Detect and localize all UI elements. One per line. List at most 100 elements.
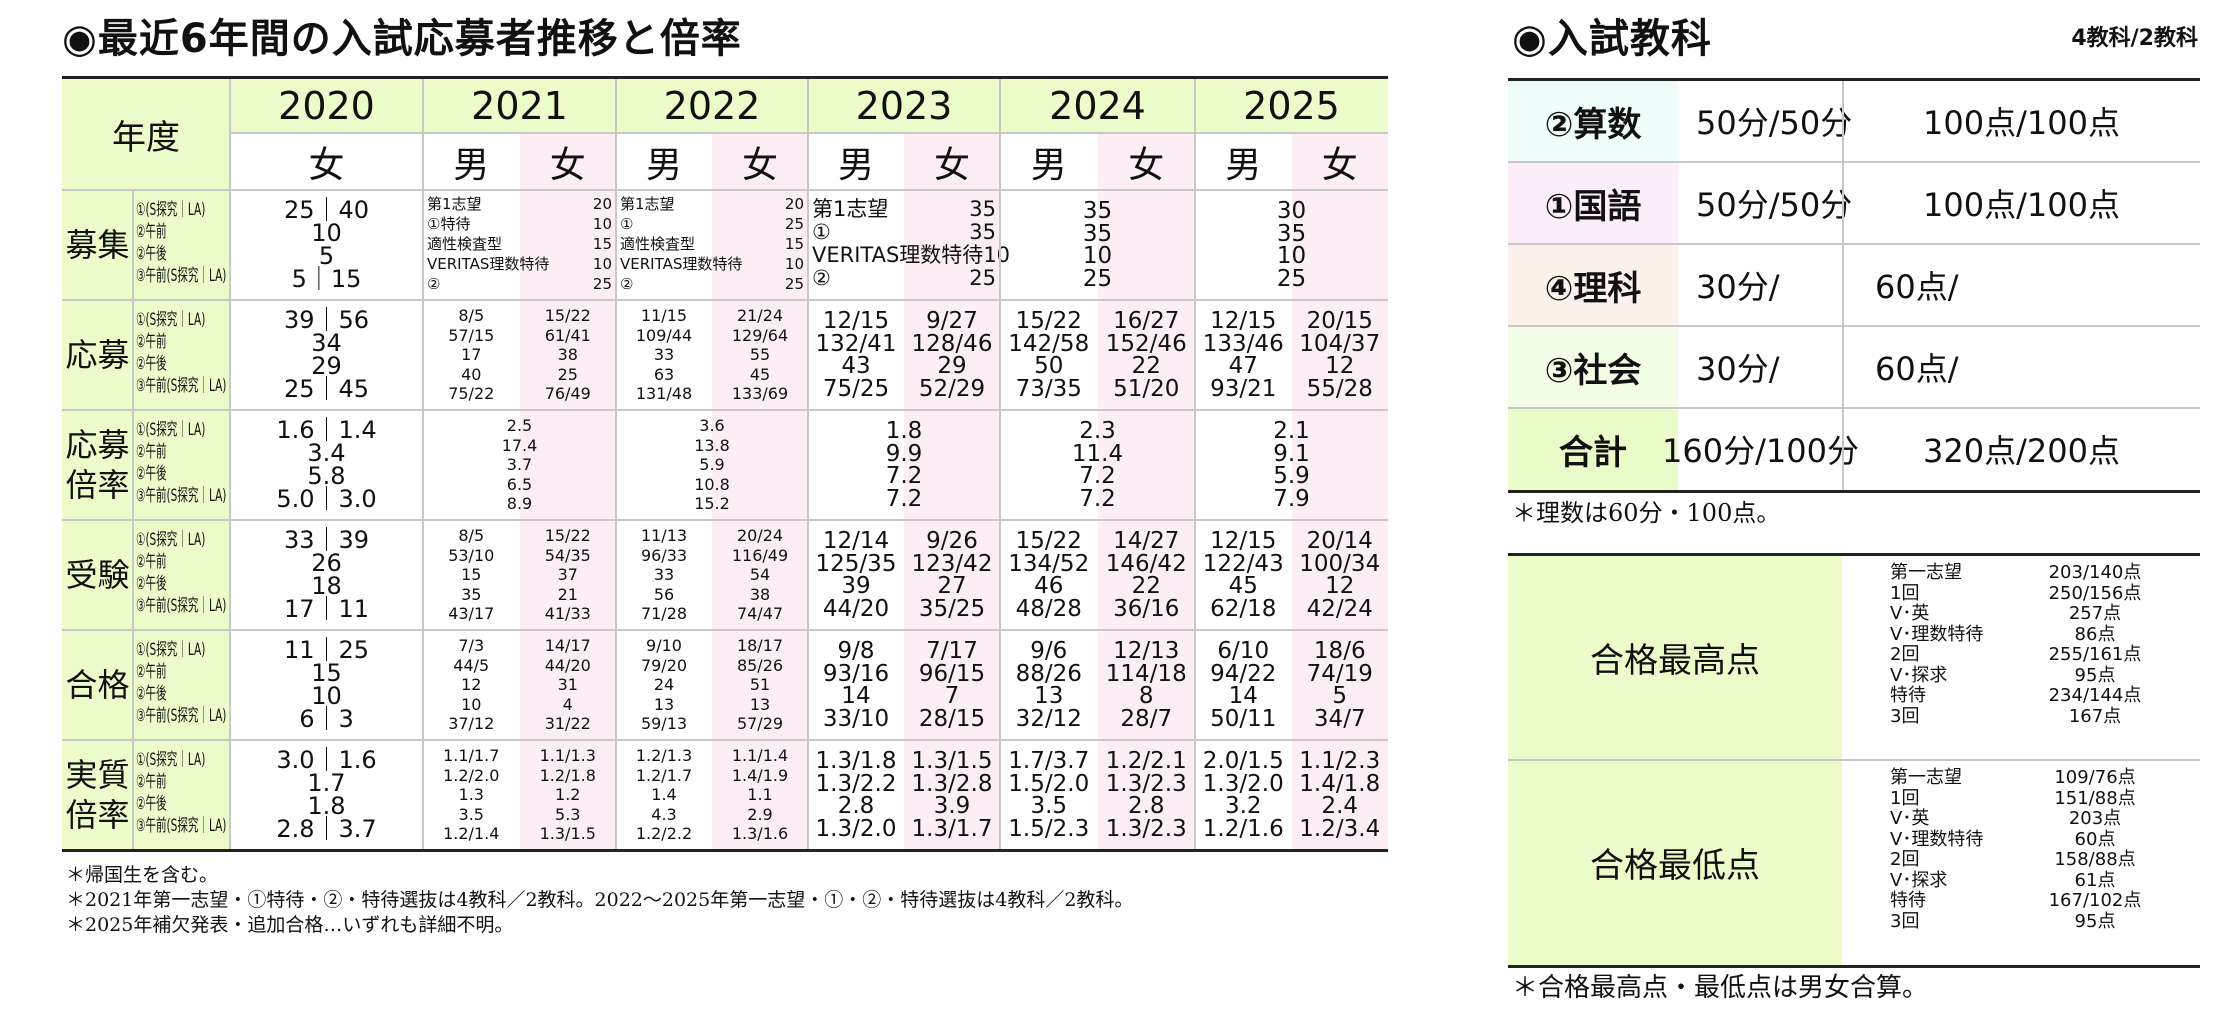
recruit-count: 25 — [969, 266, 996, 290]
female-column-bg — [904, 133, 1000, 850]
cell-value: 10 — [461, 694, 482, 714]
cell-value: 43 — [841, 353, 871, 379]
data-cell-male: 7/3 44/5 12 10 37/12 — [423, 630, 520, 740]
cell-value: 5.0｜3.0 — [276, 485, 377, 513]
data-cell-male: 8/5 53/10 15 35 43/17 — [423, 520, 520, 630]
cell-value: 13.8 — [694, 435, 730, 455]
data-cell-female: 1.1/1.3 1.2/1.8 1.2 5.3 1.3/1.5 — [520, 740, 617, 850]
sublabel-list: ①(S探究｜LA) ②午前 ②午後 ③午前(S探究｜LA) — [136, 419, 230, 507]
cell-value: 1.3/2.8 — [911, 770, 993, 797]
sublabel: ②午後 — [136, 354, 167, 374]
cell-value: 15.2 — [694, 494, 730, 514]
sublabel: ②午前 — [136, 222, 167, 242]
cell-value: 18 — [311, 572, 342, 600]
cell-value: 55 — [749, 345, 771, 365]
subject-row-divider — [1508, 325, 2200, 327]
score-course: V･理数特待 — [1890, 828, 1984, 850]
section-label-text: 倍率 — [65, 796, 130, 834]
cell-value: 1.2 — [555, 785, 581, 805]
recruit-count: 20 — [592, 195, 612, 213]
subject-points: 100点/100点 — [1923, 104, 2120, 142]
cell-value: 57/29 — [736, 714, 784, 734]
score-row: 3回 95点 — [1890, 911, 2190, 933]
cell-value: 14/17 — [544, 636, 591, 656]
cell-value: 129/64 — [731, 325, 789, 345]
recruit-course: VERITAS理数特待 — [620, 255, 743, 273]
recruit-row: ② 25 — [620, 274, 804, 294]
cell-value: 11.4 — [1071, 440, 1124, 467]
cell-value: 1.1/1.7 — [443, 746, 500, 766]
subject-name: ②算数 — [1508, 80, 1678, 162]
cell-value: 36/16 — [1113, 595, 1180, 622]
cell-value: 5.8 — [307, 462, 346, 490]
cell-value: 7 — [944, 683, 960, 709]
sublabel: ②午後 — [136, 464, 167, 484]
recruit-row: 第1志望 35 — [812, 198, 996, 221]
cell-value: 12/15 — [1210, 308, 1277, 334]
cell-value: 13 — [749, 694, 771, 714]
cell-value: 28/7 — [1120, 705, 1173, 732]
section-label: 応募 倍率 — [62, 410, 133, 520]
cell-value: 128/46 — [911, 330, 993, 357]
cell-value: 15 — [311, 659, 342, 687]
row-divider — [230, 132, 1388, 134]
data-cell-male: 8/5 57/15 17 40 75/22 — [423, 300, 520, 410]
column-divider — [229, 78, 231, 850]
cell-value: 2.0/1.5 — [1202, 748, 1284, 774]
sex-label: 男 — [453, 144, 490, 186]
cell-value: 11/13 — [640, 526, 688, 546]
score-value: 95点 — [2074, 664, 2116, 686]
row-divider — [62, 409, 1388, 411]
data-cell-recruit: 第1志望 35 ① 35 VERITAS理数特待 10 ② 25 — [812, 198, 1010, 290]
cell-value: 93/21 — [1210, 375, 1277, 402]
cell-value: 1.5/2.3 — [1008, 815, 1090, 842]
score-value: 257点 — [2068, 603, 2122, 624]
cell-value: 48/28 — [1015, 595, 1082, 622]
cell-value: 21/24 — [736, 306, 784, 326]
sublabel: ②午前 — [136, 662, 167, 682]
cell-value: 45 — [1228, 573, 1258, 599]
recruit-count: 15 — [592, 235, 612, 253]
recruit-count: 10 — [592, 255, 612, 273]
column-divider — [999, 78, 1001, 850]
data-cell: 35 35 10 25 — [1000, 190, 1195, 300]
score-value: 250/156点 — [2048, 582, 2142, 604]
data-cell-male: 1.1/1.7 1.2/2.0 1.3 3.5 1.2/1.4 — [423, 740, 520, 850]
cell-value: 9.9 — [885, 440, 923, 467]
cell-value: 62/18 — [1210, 595, 1277, 622]
cell-value: 123/42 — [911, 550, 993, 577]
cell-value: 50 — [1034, 353, 1064, 379]
score-label: 合格最高点 — [1508, 555, 1842, 760]
cell-value: 38 — [557, 345, 578, 365]
subject-footnote: ＊理数は60分・100点。 — [1512, 499, 1781, 527]
year-label: 2021 — [471, 83, 568, 128]
cell-value: 2.9 — [747, 804, 773, 824]
cell-value: 29 — [937, 353, 967, 379]
recruit-course: VERITAS理数特待 — [427, 255, 550, 273]
year-label: 2024 — [1049, 83, 1146, 128]
sublabel-list: ①(S探究｜LA) ②午前 ②午後 ③午前(S探究｜LA) — [136, 199, 230, 287]
recruit-row: 適性検査型 15 — [427, 234, 612, 254]
sublabel: ①(S探究｜LA) — [136, 420, 206, 440]
data-cell-male: 12/15 132/41 43 75/25 — [808, 300, 904, 410]
score-course: V･探求 — [1890, 664, 1948, 686]
cell-value: 1.2/1.4 — [443, 824, 500, 844]
cell-value: 132/41 — [815, 330, 897, 357]
data-cell-male: 15/22 134/52 46 48/28 — [1000, 520, 1098, 630]
cell-value: 8/5 — [458, 526, 485, 546]
cell-value: 35 — [1082, 220, 1113, 247]
recruit-course: ② — [427, 275, 441, 293]
recruit-course: ② — [812, 266, 831, 290]
cell-value: 134/52 — [1008, 550, 1090, 577]
recruit-count: 25 — [784, 275, 804, 293]
data-cell-male: 2.0/1.5 1.3/2.0 3.2 1.2/1.6 — [1195, 740, 1292, 850]
cell-value: 10 — [1276, 243, 1307, 269]
data-cell-female: 15/22 54/35 37 21 41/33 — [520, 520, 617, 630]
cell-value: 8.9 — [506, 494, 533, 514]
sublabel: ②午前 — [136, 552, 167, 572]
sublabel-list: ①(S探究｜LA) ②午前 ②午後 ③午前(S探究｜LA) — [136, 309, 230, 397]
subject-name: ③社会 — [1508, 326, 1678, 408]
cell-value: 3.5 — [458, 804, 484, 824]
cell-value: 53/10 — [448, 545, 495, 565]
cell-value: 74/47 — [736, 604, 784, 624]
